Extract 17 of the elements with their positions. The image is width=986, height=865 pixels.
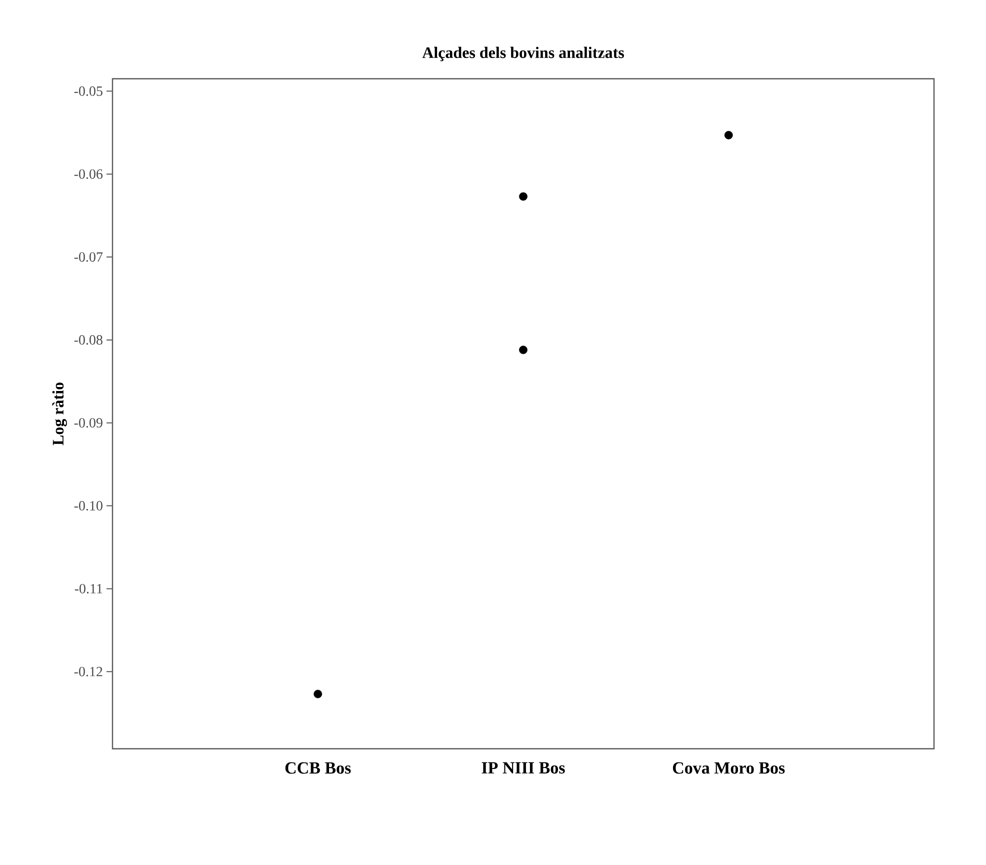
y-tick-label: -0.12: [74, 666, 102, 676]
y-tick-label: -0.08: [74, 335, 102, 345]
x-tick-label: CCB Bos: [285, 762, 351, 774]
chart-title: Alçades dels bovins analitzats: [422, 46, 624, 62]
x-tick-label: IP NIII Bos: [482, 762, 565, 774]
x-tick-label: Cova Moro Bos: [672, 762, 785, 774]
point: [724, 130, 733, 140]
point: [314, 690, 322, 698]
point: [519, 346, 528, 354]
y-tick-label: -0.06: [74, 169, 103, 179]
y-tick-label: -0.07: [74, 252, 103, 262]
point: [519, 192, 528, 201]
y-tick-label: -0.09: [74, 418, 102, 428]
y-tick-label: -0.11: [74, 584, 102, 594]
y-axis-title: Log ràtio: [52, 382, 67, 446]
y-tick-label: -0.10: [74, 501, 102, 511]
y-tick-label: -0.05: [74, 86, 102, 96]
